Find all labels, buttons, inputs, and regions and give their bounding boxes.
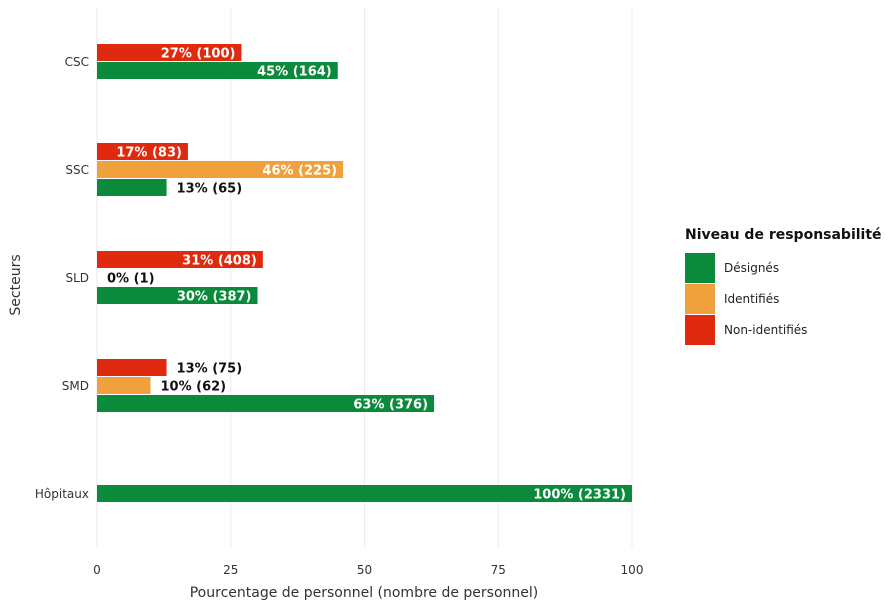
x-tick-label: 0 <box>93 563 101 577</box>
bar-d-sign-s-csc <box>97 62 338 79</box>
x-tick-label: 50 <box>357 563 372 577</box>
bar-identifi-s-ssc <box>97 161 344 178</box>
x-tick-label: 25 <box>223 563 238 577</box>
bar-d-sign-s-sld <box>97 287 258 304</box>
bar-data-label: 13% (75) <box>177 362 243 377</box>
x-axis-title: Pourcentage de personnel (nombre de pers… <box>190 585 539 601</box>
bar-data-label: 46% (225) <box>262 164 337 179</box>
bar-data-label: 13% (65) <box>177 182 243 197</box>
bar-identifi-s-smd <box>97 377 151 394</box>
x-tick-labels: 0 25 50 75 100 <box>93 563 643 577</box>
legend-title: Niveau de responsabilité <box>685 227 882 243</box>
bar-data-label: 10% (62) <box>161 380 227 395</box>
bar-d-sign-s-smd <box>97 395 435 412</box>
bar-data-label: 0% (1) <box>107 272 155 287</box>
category-labels: CSC SSC SLD SMD Hôpitaux <box>35 55 89 501</box>
category-label: CSC <box>65 55 89 69</box>
legend-label: Non-identifiés <box>724 323 807 337</box>
bar-d-sign-s-ssc <box>97 179 167 196</box>
category-label: Hôpitaux <box>35 487 89 501</box>
bar-non-identifi-s-csc <box>97 44 242 61</box>
bar-data-label: 31% (408) <box>182 254 257 269</box>
bar-data-label: 30% (387) <box>177 290 252 305</box>
category-label: SSC <box>65 163 89 177</box>
legend-label: Identifiés <box>724 292 779 306</box>
bars-layer: 27% (100) 45% (164) 17% (83) 46% (225) 13% (… <box>97 44 632 503</box>
bar-data-label: 100% (2331) <box>533 488 626 503</box>
x-tick-label: 75 <box>491 563 506 577</box>
legend-label: Désignés <box>724 261 779 275</box>
bar-non-identifi-s-ssc <box>97 143 188 160</box>
bar-d-sign-s-h-pitaux <box>97 485 632 502</box>
legend-swatch <box>685 284 715 314</box>
x-tick-label: 100 <box>621 563 644 577</box>
bar-data-label: 17% (83) <box>116 146 182 161</box>
legend: Niveau de responsabilité Désignés Identif… <box>685 227 882 345</box>
legend-items: Désignés Identifiés Non-identifiés <box>685 253 807 345</box>
category-label: SMD <box>62 379 89 393</box>
bar-non-identifi-s-sld <box>97 251 263 268</box>
y-axis-title: Secteurs <box>8 254 24 315</box>
bar-data-label: 27% (100) <box>161 47 236 62</box>
category-label: SLD <box>65 271 89 285</box>
legend-swatch <box>685 253 715 283</box>
bar-data-label: 63% (376) <box>353 398 428 413</box>
legend-swatch <box>685 315 715 345</box>
bar-non-identifi-s-smd <box>97 359 167 376</box>
grid-layer <box>96 8 633 548</box>
bar-data-label: 45% (164) <box>257 65 332 80</box>
